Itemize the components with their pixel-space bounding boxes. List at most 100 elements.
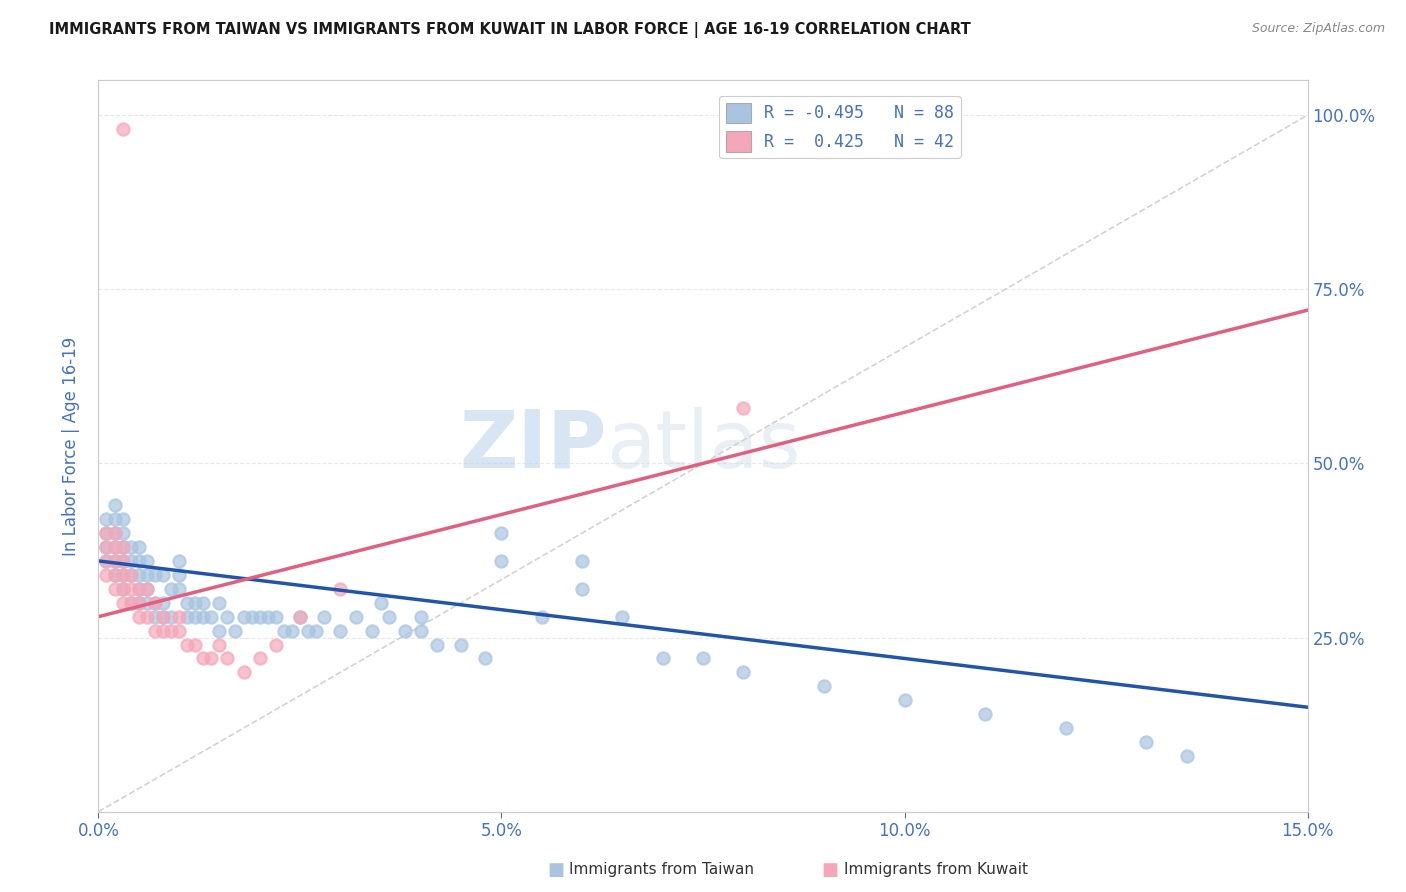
Point	[208, 596, 231, 610]
Point	[193, 651, 215, 665]
Point	[152, 609, 174, 624]
Point	[167, 609, 190, 624]
Point	[103, 540, 125, 554]
Point	[120, 596, 142, 610]
Point	[571, 582, 593, 596]
Point	[120, 596, 142, 610]
Point	[167, 624, 190, 638]
Point	[361, 624, 384, 638]
Point	[208, 638, 231, 652]
Point	[200, 609, 222, 624]
Point	[288, 609, 311, 624]
Point	[135, 596, 157, 610]
Point	[224, 624, 246, 638]
Point	[111, 554, 134, 568]
Point	[184, 596, 207, 610]
Point	[184, 609, 207, 624]
Point	[135, 554, 157, 568]
Point	[217, 609, 239, 624]
Point	[281, 624, 304, 638]
Point	[103, 567, 125, 582]
Point	[120, 567, 142, 582]
Point	[193, 596, 215, 610]
Point	[208, 624, 231, 638]
Point	[193, 609, 215, 624]
Point	[297, 624, 319, 638]
Point	[143, 609, 166, 624]
Point	[733, 401, 755, 415]
Point	[103, 540, 125, 554]
Point	[111, 582, 134, 596]
Point	[111, 582, 134, 596]
Point	[128, 596, 150, 610]
Point	[264, 609, 287, 624]
Point	[128, 554, 150, 568]
Point	[167, 554, 190, 568]
Point	[103, 554, 125, 568]
Point	[103, 498, 125, 512]
Point	[111, 540, 134, 554]
Point	[96, 567, 118, 582]
Point	[143, 596, 166, 610]
Point	[103, 512, 125, 526]
Point	[120, 567, 142, 582]
Point	[491, 526, 513, 541]
Text: atlas: atlas	[606, 407, 800, 485]
Point	[167, 582, 190, 596]
Point	[135, 567, 157, 582]
Point	[491, 554, 513, 568]
Point	[120, 540, 142, 554]
Point	[143, 596, 166, 610]
Point	[143, 624, 166, 638]
Point	[288, 609, 311, 624]
Point	[96, 554, 118, 568]
Point	[96, 526, 118, 541]
Point	[128, 582, 150, 596]
Point	[111, 554, 134, 568]
Point	[474, 651, 496, 665]
Point	[409, 609, 432, 624]
Point	[314, 609, 336, 624]
Text: ZIP: ZIP	[458, 407, 606, 485]
Point	[344, 609, 367, 624]
Point	[128, 609, 150, 624]
Point	[128, 582, 150, 596]
Point	[256, 609, 278, 624]
Point	[152, 596, 174, 610]
Point	[249, 609, 271, 624]
Point	[217, 651, 239, 665]
Point	[135, 582, 157, 596]
Point	[232, 609, 254, 624]
Point	[128, 540, 150, 554]
Point	[184, 638, 207, 652]
Point	[305, 624, 328, 638]
Point	[103, 582, 125, 596]
Point	[160, 582, 183, 596]
Point	[813, 679, 835, 693]
Point	[103, 554, 125, 568]
Point	[409, 624, 432, 638]
Point	[571, 554, 593, 568]
Point	[612, 609, 634, 624]
Point	[240, 609, 263, 624]
Point	[264, 638, 287, 652]
Point	[176, 596, 198, 610]
Point	[200, 651, 222, 665]
Point	[249, 651, 271, 665]
Point	[120, 582, 142, 596]
Point	[692, 651, 714, 665]
Text: ■: ■	[821, 861, 838, 879]
Point	[111, 596, 134, 610]
Text: ■: ■	[547, 861, 564, 879]
Point	[377, 609, 399, 624]
Point	[128, 596, 150, 610]
Point	[152, 624, 174, 638]
Point	[152, 609, 174, 624]
Point	[152, 567, 174, 582]
Text: Immigrants from Taiwan: Immigrants from Taiwan	[569, 863, 755, 877]
Point	[733, 665, 755, 680]
Point	[135, 582, 157, 596]
Point	[176, 609, 198, 624]
Text: IMMIGRANTS FROM TAIWAN VS IMMIGRANTS FROM KUWAIT IN LABOR FORCE | AGE 16-19 CORR: IMMIGRANTS FROM TAIWAN VS IMMIGRANTS FRO…	[49, 22, 972, 38]
Point	[450, 638, 472, 652]
